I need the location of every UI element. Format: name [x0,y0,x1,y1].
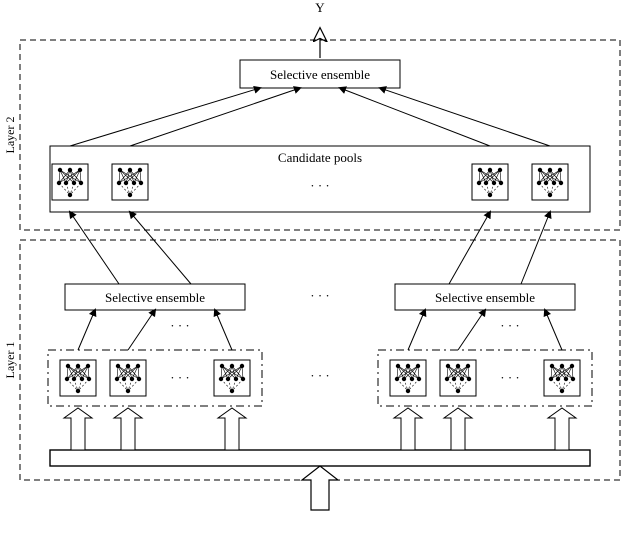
svg-text:· · ·: · · · [170,318,190,333]
nn-icon [440,360,476,396]
nn-icon [472,164,508,200]
main-input-arrow [302,466,338,510]
svg-text:· · ·: · · · [208,232,228,247]
l1-to-cp-arrow [449,212,490,284]
svg-text:· · ·: · · · [310,288,330,303]
pool-to-ensemble-arrow [78,310,95,350]
svg-text:· · ·: · · · [500,318,520,333]
pool-to-ensemble-arrow [458,310,485,350]
layer2-label: Layer 2 [3,117,17,154]
cp-to-ensemble-arrow [130,88,300,146]
pool-to-ensemble-arrow [128,310,155,350]
cp-to-ensemble-arrow [340,88,490,146]
input-up-arrow [114,408,142,450]
input-up-arrow [218,408,246,450]
nn-icon [52,164,88,200]
input-up-arrow [548,408,576,450]
svg-text:Selective ensemble: Selective ensemble [435,290,535,305]
nn-icon [214,360,250,396]
cp-to-ensemble-arrow [380,88,550,146]
nn-icon [110,360,146,396]
nn-icon [544,360,580,396]
nn-icon [112,164,148,200]
layer1-label: Layer 1 [3,342,17,379]
nn-icon [390,360,426,396]
pool-to-ensemble-arrow [408,310,425,350]
svg-text:· · ·: · · · [170,370,190,385]
l1-to-cp-arrow [70,212,119,284]
svg-text:Selective ensemble: Selective ensemble [270,67,370,82]
input-up-arrow [64,408,92,450]
svg-text:· · ·: · · · [310,368,330,383]
svg-text:· · ·: · · · [500,370,520,385]
input-up-arrow [394,408,422,450]
input-up-arrow [444,408,472,450]
svg-text:· · ·: · · · [310,178,330,193]
output-label: Y [315,0,325,15]
svg-text:Candidate pools: Candidate pools [278,150,362,165]
cp-to-ensemble-arrow [70,88,260,146]
l1-to-cp-arrow [130,212,191,284]
svg-text:· · ·: · · · [423,232,443,247]
nn-icon [60,360,96,396]
input-bar [50,450,590,466]
pool-to-ensemble-arrow [545,310,562,350]
l1-to-cp-arrow [521,212,550,284]
nn-icon [532,164,568,200]
pool-to-ensemble-arrow [215,310,232,350]
svg-text:Selective ensemble: Selective ensemble [105,290,205,305]
